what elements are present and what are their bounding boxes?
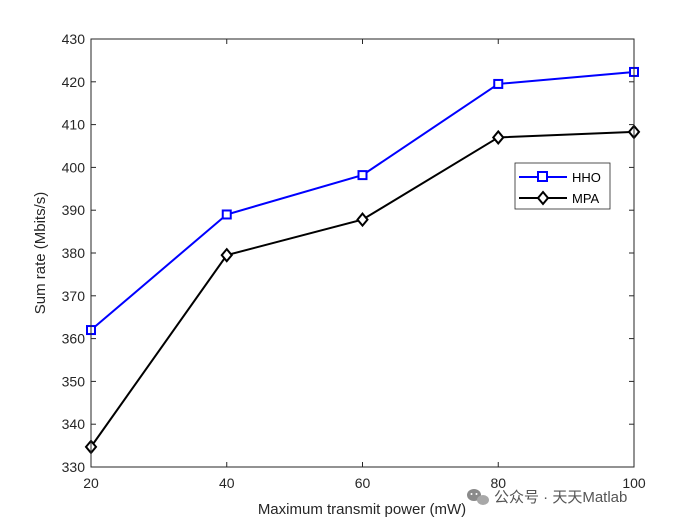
data-point-hho-60	[357, 170, 368, 181]
legend-label-hho: HHO	[572, 170, 601, 185]
x-tick-label-100: 100	[622, 475, 646, 491]
wechat-icon	[467, 489, 489, 505]
data-point-mpa-60	[356, 212, 369, 228]
y-tick-label-330: 330	[62, 459, 86, 475]
ticks-layer: 20 40 60 80 100 330 340 350 360 370 380 390 400 410 42…	[62, 31, 646, 491]
legend: HHO MPA	[514, 162, 611, 210]
data-point-mpa-80	[491, 129, 505, 146]
x-tick-label-20: 20	[83, 475, 99, 491]
y-tick-label-370: 370	[62, 288, 86, 304]
legend-marker-mpa	[536, 190, 550, 206]
y-tick-label-430: 430	[62, 31, 86, 47]
watermark-text: 公众号 · 天天Matlab	[494, 489, 627, 506]
y-tick-label-380: 380	[62, 245, 86, 261]
y-tick-label-410: 410	[62, 117, 86, 133]
legend-label-mpa: MPA	[572, 191, 600, 206]
legend-marker-hho	[537, 171, 548, 182]
y-tick-label-390: 390	[62, 202, 86, 218]
y-tick-label-340: 340	[62, 416, 86, 432]
y-axis-label: Sum rate (Mbits/s)	[32, 192, 49, 315]
plot-area	[91, 39, 634, 467]
x-tick-label-60: 60	[355, 475, 371, 491]
y-tick-label-400: 400	[62, 159, 86, 175]
watermark: 公众号 · 天天Matlab	[467, 489, 627, 506]
y-tick-label-350: 350	[62, 373, 86, 389]
plot-frame	[90, 38, 635, 468]
legend-box	[514, 162, 611, 210]
data-point-hho-40	[221, 209, 232, 220]
y-tick-label-360: 360	[62, 331, 86, 347]
data-point-mpa-40	[220, 247, 234, 263]
x-tick-label-80: 80	[490, 475, 506, 491]
x-tick-label-40: 40	[219, 475, 235, 491]
x-axis-label: Maximum transmit power (mW)	[258, 501, 466, 518]
y-tick-label-420: 420	[62, 74, 86, 90]
data-point-hho-80	[493, 78, 504, 89]
